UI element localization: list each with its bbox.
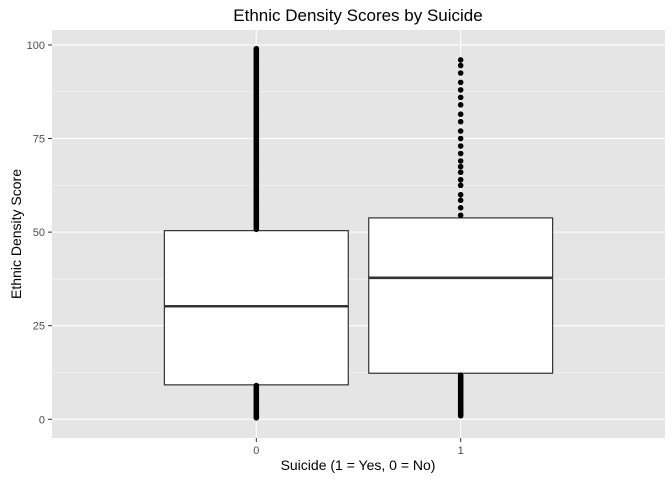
plot-panel: [52, 30, 665, 438]
outlier-point: [457, 135, 464, 142]
box-cat-1: [368, 217, 554, 374]
y-tick-label: 75: [33, 134, 45, 146]
outlier-point: [253, 414, 260, 421]
outlier-point: [457, 128, 464, 134]
outlier-point: [457, 79, 464, 86]
outlier-point: [457, 412, 464, 419]
outlier-point: [457, 70, 464, 76]
x-tick-label: 1: [458, 445, 464, 457]
outlier-point: [457, 111, 464, 118]
outlier-point: [457, 158, 464, 164]
chart-title: Ethnic Density Scores by Suicide: [233, 6, 482, 25]
outlier-point: [457, 150, 464, 157]
outlier-point: [457, 62, 464, 69]
outlier-point: [457, 163, 464, 170]
outlier-point: [457, 191, 464, 198]
y-tick-label: 25: [33, 321, 45, 333]
outlier-point: [457, 57, 464, 63]
box-cat-0: [163, 230, 349, 386]
y-axis-label: Ethnic Density Score: [8, 169, 24, 299]
outlier-point: [457, 87, 464, 93]
outlier-point: [253, 226, 260, 233]
outlier-point: [457, 182, 464, 189]
y-tick-label: 0: [39, 414, 45, 426]
outlier-point: [457, 94, 464, 101]
outlier-point: [457, 204, 464, 211]
y-tick-label: 50: [33, 227, 45, 239]
outlier-point: [457, 212, 464, 219]
outlier-point: [457, 169, 464, 176]
outlier-point: [457, 176, 464, 183]
outlier-point: [457, 118, 464, 125]
y-tick-label: 100: [27, 40, 45, 52]
outlier-point: [457, 143, 464, 149]
outlier-point: [457, 102, 464, 108]
outlier-point: [457, 197, 464, 204]
x-axis-label: Suicide (1 = Yes, 0 = No): [281, 457, 436, 473]
x-tick-label: 0: [253, 445, 259, 457]
